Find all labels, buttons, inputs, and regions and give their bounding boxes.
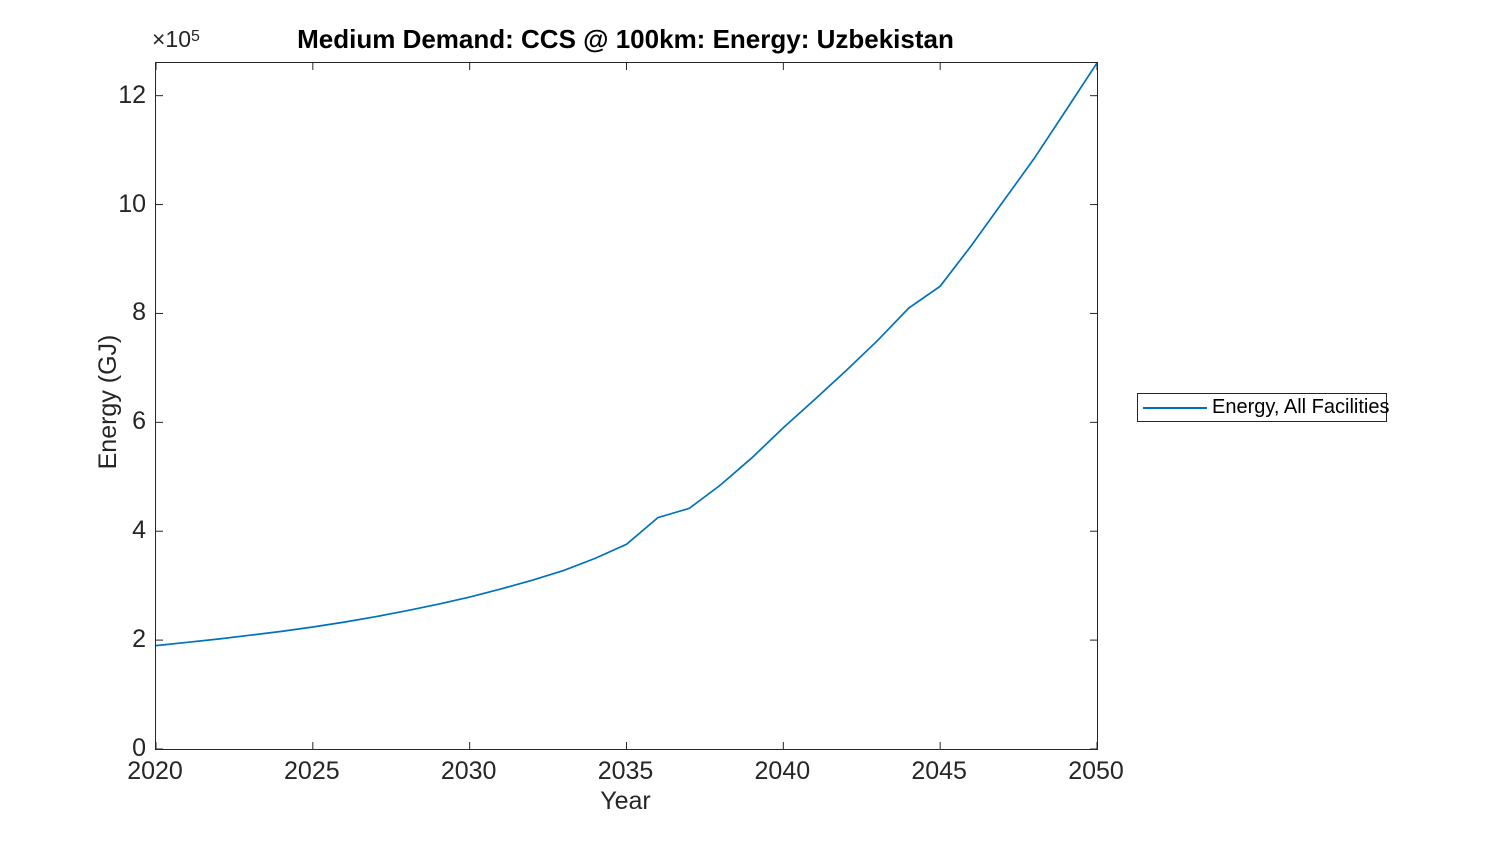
y-axis-exponent: ×105	[152, 26, 200, 53]
x-axis-label: Year	[600, 787, 651, 815]
x-tick-label: 2050	[1068, 757, 1124, 785]
y-axis-exponent-power: 5	[191, 28, 200, 45]
x-tick-label: 2030	[440, 757, 497, 785]
y-tick-label: 8	[132, 298, 146, 327]
y-tick-label: 2	[132, 625, 146, 654]
x-tick-label: 2025	[284, 757, 340, 785]
y-axis-label: Energy (GJ)	[94, 334, 122, 470]
y-tick-label: 10	[118, 189, 146, 218]
x-tick-label: 2035	[597, 757, 654, 785]
energy-series-line	[156, 63, 1097, 647]
x-tick-label: 2020	[127, 757, 183, 785]
y-axis-exponent-base: ×10	[152, 26, 192, 52]
y-tick-label: 0	[132, 734, 146, 762]
y-tick-label: 12	[118, 80, 146, 109]
y-tick-label: 4	[132, 516, 146, 545]
legend-entry-label: Energy, All Facilities	[1212, 396, 1390, 418]
y-tick-label: 6	[132, 407, 146, 436]
x-tick-label: 2040	[754, 757, 811, 785]
legend-line-sample	[1143, 406, 1207, 409]
axis-tick-marks	[156, 63, 1097, 749]
legend-box: Energy, All Facilities	[1137, 393, 1390, 422]
line-chart-canvas	[156, 63, 1097, 749]
chart-title: Medium Demand: CCS @ 100km: Energy: Uzbe…	[297, 24, 954, 54]
x-tick-label: 2045	[911, 757, 967, 785]
plot-area	[155, 62, 1098, 750]
